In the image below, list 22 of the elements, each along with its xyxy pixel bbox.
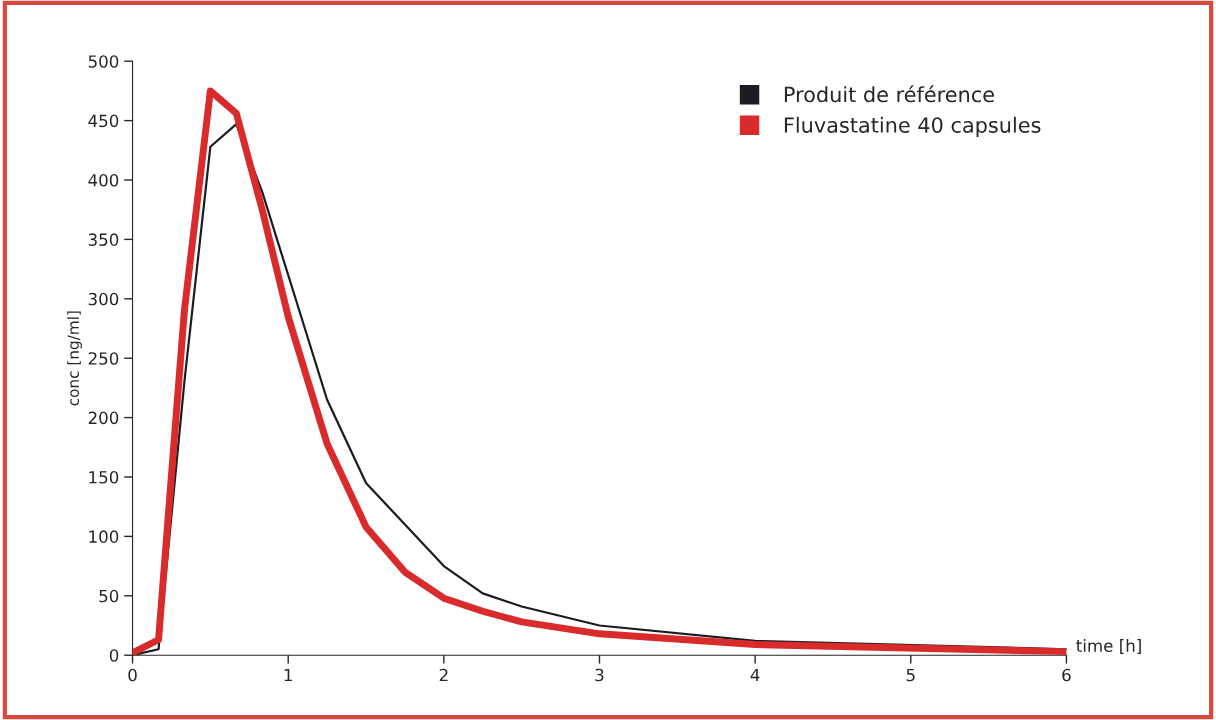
x-tick-label: 6 [1062,668,1071,682]
x-tick-label: 4 [750,668,760,682]
y-tick-label: 150 [89,470,119,484]
y-tick-label: 0 [109,649,119,662]
y-tick-label: 500 [88,55,119,68]
x-tick-label: 2 [439,668,448,682]
y-tick-label: 450 [88,114,119,128]
legend-label: Fluvastatine 40 capsules [784,116,1041,137]
y-tick-label: 250 [88,352,119,365]
x-tick-label: 0 [128,668,137,682]
x-tick-label: 5 [906,668,915,682]
x-tick-label: 3 [595,668,604,682]
y-tick-label: 400 [88,173,119,187]
legend-label: Produit de référence [784,85,994,103]
y-tick-label: 100 [89,530,119,543]
x-tick-label: 1 [284,668,292,682]
y-tick-label: 350 [88,233,119,246]
y-tick-label: 200 [88,411,119,425]
y-tick-label: 300 [88,292,119,306]
y-axis-title: conc [ng/ml] [67,311,82,406]
y-tick-label: 50 [99,589,119,603]
x-axis-title: time [h] [1076,639,1141,654]
